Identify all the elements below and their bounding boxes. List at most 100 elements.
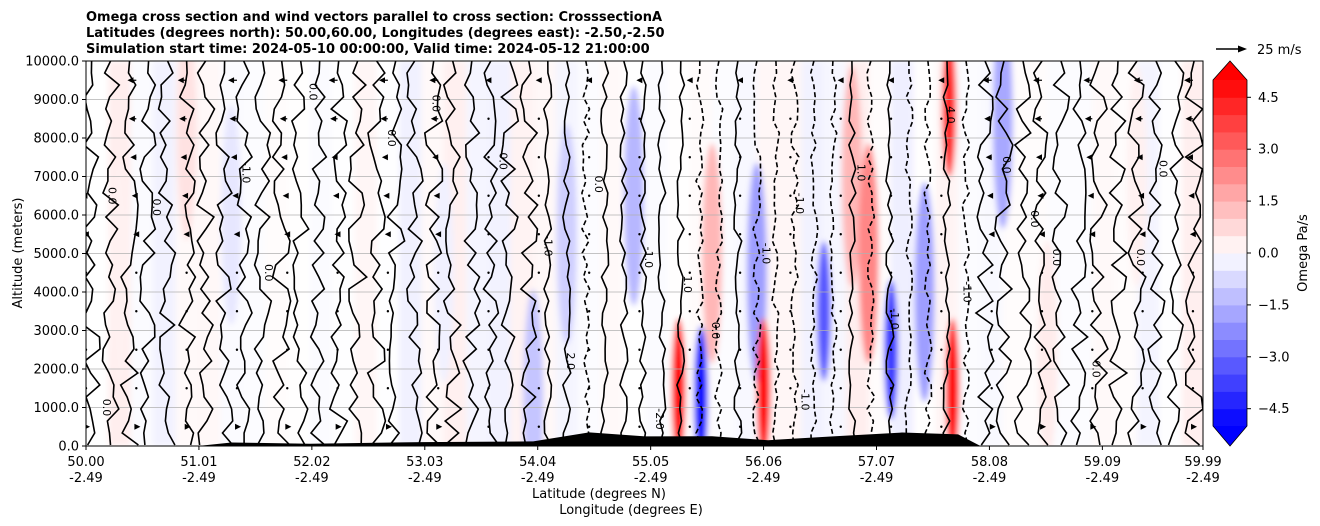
x-tick-label-lat: 52.02 <box>293 455 330 470</box>
colorbar-band <box>1213 114 1247 133</box>
wind-vector-head <box>1033 77 1040 84</box>
wind-vector-head <box>1133 77 1140 84</box>
wind-vector <box>185 271 188 274</box>
contour-line <box>177 61 197 446</box>
contour-label: 0.0 <box>1134 249 1147 267</box>
wind-vector <box>1091 348 1094 351</box>
colorbar-band <box>1213 235 1247 254</box>
plot-area: 0.0 0.0 0.0 -1.0 0.0 0.0 0.0 0.0 0.0 -1.0 0.0 -1.0 1… <box>86 61 1203 446</box>
wind-vector-head <box>535 77 542 84</box>
colorbar-band <box>1213 97 1247 116</box>
wind-vector-head <box>334 231 341 238</box>
wind-vector <box>185 310 188 313</box>
wind-vector-head <box>330 115 337 122</box>
colorbar-tick-label: 1.5 <box>1258 195 1279 210</box>
contour-line <box>751 61 762 446</box>
contour-label: 0.0 <box>385 129 398 147</box>
wind-vector <box>135 310 138 313</box>
wind-vector-head <box>985 154 992 161</box>
contour-line <box>638 61 648 446</box>
wind-vector <box>587 271 591 274</box>
wind-vector <box>839 310 842 313</box>
contour-line <box>904 61 914 446</box>
wind-vector-head <box>982 77 989 84</box>
wind-vector-head <box>1188 192 1195 199</box>
y-tick-label: 4000.0 <box>34 286 80 301</box>
wind-vector-head <box>485 77 492 84</box>
colorbar-bands <box>1213 61 1247 446</box>
wind-vector-head <box>385 423 392 430</box>
contour-label: 0.0 <box>262 264 275 282</box>
wind-vector <box>789 425 792 428</box>
wind-vector <box>789 310 792 313</box>
wind-vector <box>638 271 641 274</box>
wind-vector <box>286 387 289 390</box>
contour-line <box>253 61 273 446</box>
y-axis-label: Altitude (meters) <box>11 198 26 309</box>
contour-label: 0.0 <box>1089 360 1102 378</box>
wind-vector-head <box>1185 115 1192 122</box>
colorbar-band <box>1213 270 1247 289</box>
y-tick-label: 0.0 <box>58 440 79 455</box>
contour-line <box>600 61 610 446</box>
contour-line <box>423 61 444 446</box>
contour-line <box>442 61 463 446</box>
colorbar-band <box>1213 201 1247 219</box>
wind-vector <box>1091 271 1094 274</box>
wind-vector-head <box>284 231 291 238</box>
wind-vector-head <box>432 154 439 161</box>
x-tick-label-lon: -2.49 <box>634 471 668 486</box>
contour-line <box>676 61 686 446</box>
contour-line <box>619 61 629 446</box>
contour-line <box>119 61 140 446</box>
x-axis: 50.00-2.4951.01-2.4952.02-2.4953.03-2.49… <box>67 446 1222 486</box>
colorbar: 4.5 3.0 1.5 0.0 −1.5 −3.0 −4.5 Omega Pa/s <box>1212 60 1311 447</box>
wind-vector-head <box>86 231 89 238</box>
wind-vector <box>889 310 893 313</box>
contour-line <box>347 61 368 446</box>
wind-vector-head <box>430 115 437 122</box>
wind-vector-head <box>235 423 242 430</box>
title-line-3: Simulation start time: 2024-05-10 00:00:… <box>86 42 650 57</box>
contour-label: 0.0 <box>497 152 510 170</box>
wind-vector <box>487 194 490 197</box>
y-tick-label: 3000.0 <box>34 324 80 339</box>
wind-vector-head <box>183 231 190 238</box>
wind-vector <box>738 271 742 274</box>
wind-vector-head <box>379 77 386 84</box>
x-tick-label-lat: 58.08 <box>971 455 1008 470</box>
colorbar-band <box>1213 166 1247 185</box>
wind-vector-head <box>1191 423 1198 430</box>
y-tick-label: 2000.0 <box>34 363 80 378</box>
contour-line <box>581 61 591 446</box>
colorbar-ticks: 4.5 3.0 1.5 0.0 −1.5 −3.0 −4.5 <box>1247 91 1290 417</box>
contour-label: 0.0 <box>1050 249 1063 267</box>
wind-vector <box>738 387 742 390</box>
colorbar-band <box>1213 183 1247 202</box>
wind-vector <box>990 387 993 390</box>
wind-vector-head <box>333 192 340 199</box>
colorbar-extend-min <box>1213 426 1247 446</box>
wind-vector <box>487 310 490 313</box>
wind-vector-head <box>381 154 388 161</box>
wind-vector-head <box>335 423 342 430</box>
wind-vector <box>940 117 943 120</box>
contour-line <box>1127 61 1147 446</box>
contour-line <box>714 61 724 446</box>
wind-vector <box>135 271 138 274</box>
x-tick-label-lat: 59.99 <box>1184 455 1221 470</box>
contour-line <box>1032 61 1052 446</box>
x-tick-label-lat: 50.00 <box>67 455 104 470</box>
wind-vector <box>889 117 893 120</box>
wind-vector <box>1040 348 1044 351</box>
wind-vector <box>135 387 138 390</box>
wind-vector-head <box>233 231 240 238</box>
contour-line <box>790 61 800 446</box>
wind-vector <box>1040 271 1044 274</box>
x-tick-label-lat: 59.09 <box>1084 455 1121 470</box>
contour-label: -1.0 <box>799 389 812 410</box>
contour-line <box>386 61 406 446</box>
wind-vector-head <box>586 77 593 84</box>
contour-label: -1.0 <box>961 281 974 302</box>
wind-vector-head <box>736 77 743 84</box>
